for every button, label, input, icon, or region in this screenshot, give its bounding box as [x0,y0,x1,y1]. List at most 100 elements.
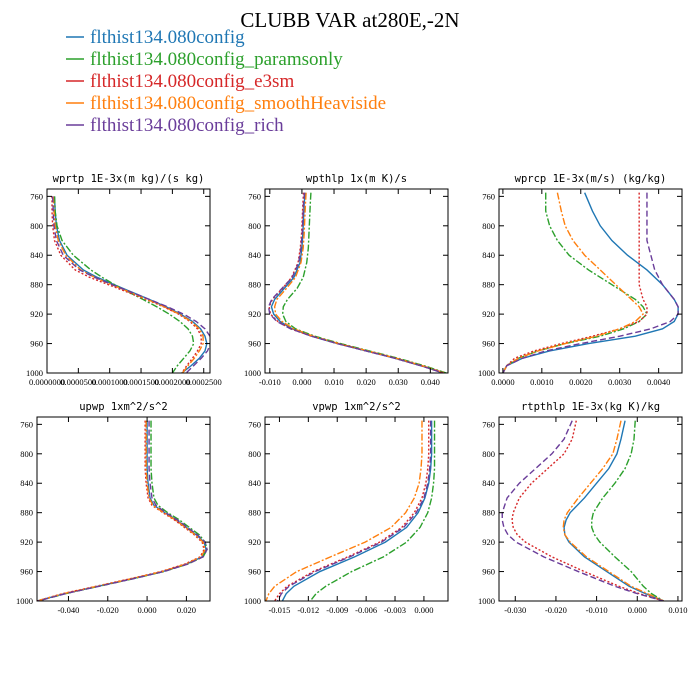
profile-panel: upwp 1xm^2/s^2 760 800 840 880 920 960 1000 -0.0… [16,401,211,615]
series-line [37,420,207,601]
legend-entry: flthist134.080config_smoothHeaviside [66,93,386,114]
legend: flthist134.080configflthist134.080config… [66,27,386,136]
legend-label: flthist134.080config_e3sm [90,71,294,92]
y-tick-label: 840 [20,478,33,488]
y-tick-label: 1000 [478,596,495,606]
series-line [51,196,202,373]
y-tick-label: 1000 [244,596,261,606]
y-tick-label: 800 [482,449,495,459]
x-tick-label: -0.012 [297,605,319,615]
x-tick-label: 0.000 [292,377,311,387]
x-tick-label: 0.0010 [530,377,553,387]
y-tick-label: 960 [248,567,261,577]
y-tick-label: 840 [248,478,261,488]
series-line [502,192,644,373]
panels-grid: wprtp 1E-3x(m kg)/(s kg) 760 800 840 880 920 9… [16,173,687,615]
series-group [265,420,436,601]
y-tick-label: 800 [20,449,33,459]
series-line [267,192,444,373]
legend-label: flthist134.080config_paramsonly [90,49,343,70]
x-tick-label: -0.010 [586,605,608,615]
y-tick-label: 960 [30,339,43,349]
x-tick-label: -0.020 [97,605,119,615]
y-tick-label: 920 [482,537,495,547]
x-tick-label: 0.0020 [569,377,592,387]
x-tick-label: 0.0000 [491,377,514,387]
x-tick-label: 0.0002000 [154,377,190,387]
series-line [265,420,423,601]
x-tick-label: 0.000 [628,605,647,615]
y-tick-label: 960 [20,567,33,577]
x-tick-label: 0.040 [421,377,440,387]
series-group [37,420,208,601]
y-tick-label: 880 [248,280,261,290]
panel-title: wpthlp 1x(m K)/s [306,173,407,185]
legend-entry: flthist134.080config_rich [66,115,284,136]
x-tick-label: 0.020 [177,605,196,615]
series-line [53,196,195,373]
x-tick-label: 0.0000000 [29,377,65,387]
legend-entry: flthist134.080config_e3sm [66,71,294,92]
y-tick-label: 960 [482,567,495,577]
series-line [37,420,205,601]
x-tick-label: 0.030 [389,377,408,387]
y-tick-label: 920 [482,309,495,319]
plot-frame [36,416,211,602]
y-tick-label: 840 [248,250,261,260]
x-tick-label: -0.015 [268,605,290,615]
legend-label: flthist134.080config [90,27,245,48]
panel-title: rtpthlp 1E-3x(kg K)/kg [521,401,660,413]
y-tick-label: 840 [30,250,43,260]
y-tick-label: 880 [482,508,495,518]
series-line [511,420,664,601]
panel-title: vpwp 1xm^2/s^2 [312,401,401,413]
series-line [274,420,430,601]
series-line [309,420,436,601]
series-line [37,420,208,601]
series-line [281,420,433,601]
series-group [267,192,447,373]
x-tick-label: 0.0002500 [186,377,222,387]
series-line [37,420,206,601]
series-line [52,196,204,373]
panel-title: wprcp 1E-3x(m/s) (kg/kg) [515,173,667,185]
y-tick-label: 760 [20,419,33,429]
legend-label: flthist134.080config_rich [90,115,284,136]
y-tick-label: 920 [20,537,33,547]
series-line [53,196,208,373]
plot-frame [46,188,211,374]
series-line [37,420,208,601]
legend-entry: flthist134.080config [66,27,245,48]
y-tick-label: 760 [30,191,43,201]
panel-title: upwp 1xm^2/s^2 [79,401,168,413]
plot-frame [264,188,449,374]
y-tick-label: 760 [482,191,495,201]
x-tick-label: 0.020 [357,377,376,387]
y-tick-label: 760 [248,191,261,201]
series-line [501,420,664,601]
series-line [562,420,664,601]
series-group [51,196,210,373]
x-tick-label: -0.040 [57,605,79,615]
y-tick-label: 960 [482,339,495,349]
plot-frame [498,188,683,374]
x-tick-label: -0.003 [384,605,406,615]
y-tick-label: 880 [248,508,261,518]
x-tick-label: -0.020 [545,605,567,615]
x-tick-label: 0.010 [668,605,687,615]
series-line [270,192,444,373]
profile-panel: rtpthlp 1E-3x(kg K)/kg 760 800 840 880 920 960… [478,401,687,615]
x-tick-label: -0.010 [259,377,281,387]
y-tick-label: 960 [248,339,261,349]
y-tick-label: 840 [482,478,495,488]
profile-panel: wprtp 1E-3x(m kg)/(s kg) 760 800 840 880 920 9… [26,173,222,387]
legend-label: flthist134.080config_smoothHeaviside [90,93,386,114]
x-tick-label: 0.010 [324,377,343,387]
y-tick-label: 800 [482,221,495,231]
panel-title: wprtp 1E-3x(m kg)/(s kg) [53,173,205,185]
y-tick-label: 800 [248,449,261,459]
y-tick-label: 1000 [244,368,261,378]
x-tick-label: 0.0040 [647,377,670,387]
x-tick-label: 0.0000500 [60,377,96,387]
